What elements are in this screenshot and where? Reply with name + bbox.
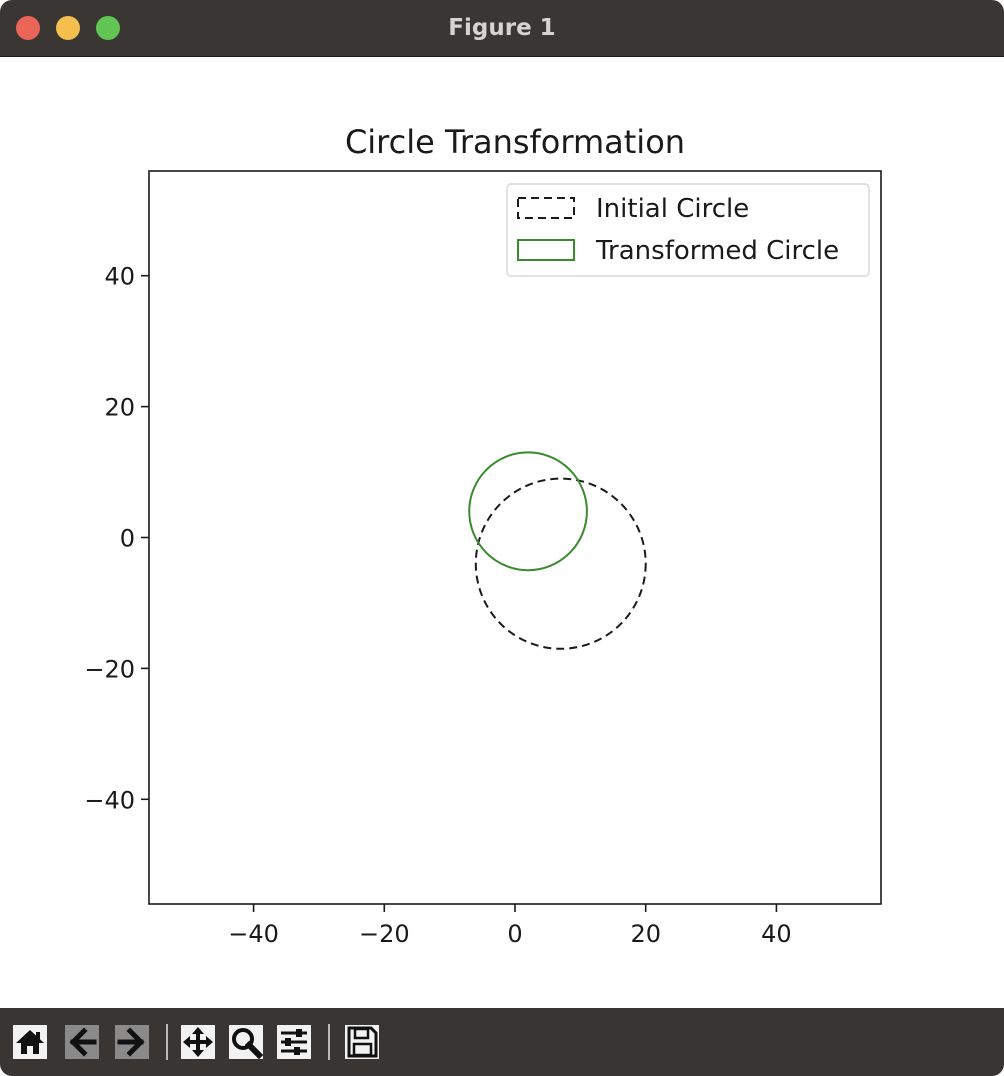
y-tick-label: 20: [104, 394, 135, 422]
maximize-window-button[interactable]: [96, 16, 120, 40]
navigation-toolbar: [0, 1008, 1004, 1076]
legend-label-initial-circle: Initial Circle: [596, 194, 749, 224]
legend-swatch-transformed-circle: [517, 239, 575, 261]
window-title: Figure 1: [448, 15, 556, 41]
y-tick-label: 0: [120, 525, 135, 553]
home-icon: [13, 1025, 47, 1059]
sliders-icon: [277, 1025, 311, 1059]
legend-swatch-initial-circle: [517, 197, 575, 219]
back-button[interactable]: [62, 1022, 102, 1062]
x-tick-label: 0: [507, 920, 522, 948]
y-tick-label: 40: [104, 263, 135, 291]
plot-area: [468, 451, 647, 650]
axis-ticks: −40 −20 0 20 40 −40 −20 0 20 40: [84, 263, 791, 948]
x-tick-label: 40: [761, 920, 792, 948]
series-initial-circle: [474, 477, 647, 650]
x-tick-label: 20: [630, 920, 661, 948]
toolbar-separator: [328, 1024, 330, 1060]
magnifier-icon: [229, 1025, 264, 1060]
configure-subplots-button[interactable]: [274, 1022, 314, 1062]
legend-label-transformed-circle: Transformed Circle: [595, 236, 839, 266]
x-tick-label: −20: [359, 920, 410, 948]
y-tick-label: −20: [84, 655, 135, 683]
save-button[interactable]: [342, 1022, 382, 1062]
move-icon: [181, 1025, 215, 1059]
arrow-left-icon: [65, 1025, 99, 1059]
minimize-window-button[interactable]: [56, 16, 80, 40]
y-tick-label: −40: [84, 786, 135, 814]
chart: Circle Transformation −40 −20 0 20 40 −40 −20 0…: [84, 123, 882, 948]
pan-button[interactable]: [178, 1022, 218, 1062]
toolbar-separator: [166, 1024, 168, 1060]
title-bar: Figure 1: [0, 0, 1004, 57]
zoom-button[interactable]: [226, 1022, 266, 1062]
forward-button[interactable]: [112, 1022, 152, 1062]
home-button[interactable]: [10, 1022, 50, 1062]
legend-box: [506, 183, 870, 277]
figure-canvas: Circle Transformation −40 −20 0 20 40 −40 −20 0…: [0, 57, 1004, 1008]
x-tick-label: −40: [228, 920, 279, 948]
floppy-disk-icon: [345, 1025, 379, 1059]
series-transformed-circle: [468, 451, 588, 572]
legend: Initial Circle Transformed Circle: [506, 183, 870, 277]
arrow-right-icon: [115, 1025, 149, 1059]
axes-frame: [148, 170, 882, 905]
close-window-button[interactable]: [16, 16, 40, 40]
chart-title: Circle Transformation: [345, 123, 685, 161]
